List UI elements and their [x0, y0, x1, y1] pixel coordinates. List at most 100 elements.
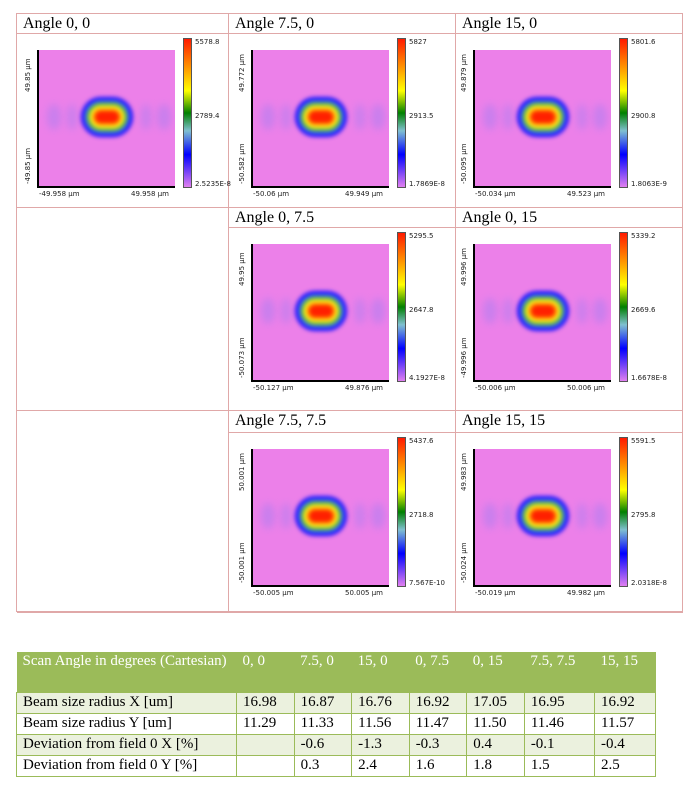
plot-title: Angle 7.5, 7.5: [229, 411, 456, 433]
y-axis-max-label: 49.983 µm: [460, 453, 468, 491]
column-header: 15, 0: [351, 652, 410, 693]
plot-cell: 49.95 µm -50.073 µm -50.127 µm 49.876 µm 529…: [229, 228, 456, 411]
colorbar-min-label: 7.567E-10: [409, 579, 445, 587]
plot-title: Angle 0, 7.5: [229, 208, 456, 228]
colorbar: [397, 38, 406, 188]
plot-cell: 49.772 µm -50.582 µm -50.06 µm 49.949 µm 582…: [229, 34, 456, 208]
table-cell: 1.5: [523, 755, 596, 777]
colorbar-mid-label: 2718.8: [409, 511, 434, 519]
x-axis-max-label: 49.982 µm: [567, 589, 605, 597]
side-lobe: [355, 104, 365, 130]
side-lobe: [577, 104, 587, 130]
colorbar-min-label: 2.0318E-8: [631, 579, 667, 587]
plot-cell: 49.879 µm -50.095 µm -50.034 µm 49.523 µm 58…: [456, 34, 683, 208]
row-header-label: Scan Angle in degrees (Cartesian): [16, 652, 237, 693]
beam-heatmap: 49.772 µm -50.582 µm -50.06 µm 49.949 µm 582…: [238, 34, 451, 208]
x-axis-min-label: -50.019 µm: [475, 589, 516, 597]
colorbar-mid-label: 2789.4: [195, 112, 220, 120]
beam-contour: [95, 111, 119, 123]
x-axis-min-label: -50.06 µm: [253, 190, 290, 198]
table-cell: 2.5: [594, 755, 656, 777]
plot-cell: 50.001 µm -50.001 µm -50.005 µm 50.005 µm 54…: [229, 433, 456, 613]
colorbar-max-label: 5437.6: [409, 437, 434, 445]
colorbar-mid-label: 2900.8: [631, 112, 656, 120]
table-cell: 11.47: [408, 713, 468, 735]
colorbar-mid-label: 2795.8: [631, 511, 656, 519]
beam-spot: [517, 496, 569, 536]
beam-spot: [517, 97, 569, 137]
colorbar-max-label: 5827: [409, 38, 427, 46]
column-header: 7.5, 7.5: [524, 652, 595, 693]
table-cell: 16.87: [293, 692, 353, 714]
colorbar-min-label: 1.8063E-9: [631, 180, 667, 188]
column-header: 0, 0: [236, 652, 295, 693]
colorbar-mid-label: 2913.5: [409, 112, 434, 120]
x-axis-min-label: -50.127 µm: [253, 384, 294, 392]
table-cell: 11.56: [351, 713, 410, 735]
side-lobe: [371, 298, 385, 324]
side-lobe: [593, 503, 607, 529]
beam-heatmap: 49.983 µm -50.024 µm -50.019 µm 49.982 µm 55…: [460, 433, 673, 613]
table-row: Beam size radius X [um] 16.98 16.87 16.76 16…: [16, 692, 656, 714]
side-lobe: [577, 503, 587, 529]
table-cell: -0.3: [408, 734, 468, 756]
table-cell: 11.46: [523, 713, 596, 735]
side-lobe: [371, 503, 385, 529]
table-cell: 16.95: [523, 692, 596, 714]
table-cell: -0.1: [523, 734, 596, 756]
side-lobe: [503, 104, 513, 130]
table-cell: 16.92: [594, 692, 656, 714]
heatmap-area: [251, 244, 389, 382]
colorbar-max-label: 5578.8: [195, 38, 220, 46]
table-cell: [236, 755, 295, 777]
table-cell: 11.33: [293, 713, 353, 735]
beam-spot: [295, 496, 347, 536]
table-cell: [236, 734, 295, 756]
side-lobe: [355, 298, 365, 324]
table-cell: 16.98: [236, 692, 295, 714]
colorbar-mid-label: 2669.6: [631, 306, 656, 314]
beam-contour: [531, 111, 555, 123]
colorbar-max-label: 5295.5: [409, 232, 434, 240]
side-lobe: [593, 298, 607, 324]
x-axis-max-label: 49.523 µm: [567, 190, 605, 198]
colorbar: [183, 38, 192, 188]
row-label: Beam size radius Y [um]: [16, 713, 237, 735]
beam-heatmap: 49.85 µm -49.85 µm -49.958 µm 49.958 µm 5578…: [24, 34, 237, 208]
table-cell: 0.4: [466, 734, 525, 756]
beam-spot: [295, 97, 347, 137]
side-lobe: [577, 298, 587, 324]
x-axis-max-label: 49.958 µm: [131, 190, 169, 198]
side-lobe: [483, 298, 497, 324]
colorbar: [619, 232, 628, 382]
colorbar-mid-label: 2647.8: [409, 306, 434, 314]
beam-profile-grid: Angle 0, 0 49.85 µm -49.85 µm -49.958 µm 49.…: [16, 13, 683, 613]
colorbar-min-label: 2.5235E-8: [195, 180, 231, 188]
plot-title: Angle 15, 15: [456, 411, 683, 433]
beam-size-table: Scan Angle in degrees (Cartesian) 0, 0 7.5…: [16, 652, 656, 777]
side-lobe: [371, 104, 385, 130]
beam-spot: [517, 291, 569, 331]
table-row: Deviation from field 0 X [%] -0.6 -1.3 -0.3…: [16, 734, 656, 756]
beam-heatmap: 49.996 µm -49.996 µm -50.006 µm 50.006 µm 53…: [460, 228, 673, 411]
plot-title: Angle 15, 0: [456, 14, 683, 34]
x-axis-min-label: -50.005 µm: [253, 589, 294, 597]
colorbar-min-label: 1.7869E-8: [409, 180, 445, 188]
colorbar: [619, 437, 628, 587]
colorbar: [397, 232, 406, 382]
colorbar-max-label: 5591.5: [631, 437, 656, 445]
side-lobe: [281, 298, 291, 324]
plot-title: Angle 0, 0: [17, 14, 229, 34]
empty-cell: [17, 208, 229, 411]
table-row: Deviation from field 0 Y [%] 0.3 2.4 1.6 1.8…: [16, 755, 656, 777]
table-cell: 2.4: [351, 755, 410, 777]
row-label: Beam size radius X [um]: [16, 692, 237, 714]
heatmap-area: [473, 50, 611, 188]
y-axis-min-label: -50.073 µm: [238, 337, 246, 378]
y-axis-min-label: -50.024 µm: [460, 542, 468, 583]
table-cell: 0.3: [293, 755, 353, 777]
table-cell: -1.3: [351, 734, 410, 756]
plot-title: Angle 0, 15: [456, 208, 683, 228]
table-cell: 11.29: [236, 713, 295, 735]
y-axis-max-label: 49.772 µm: [238, 54, 246, 92]
